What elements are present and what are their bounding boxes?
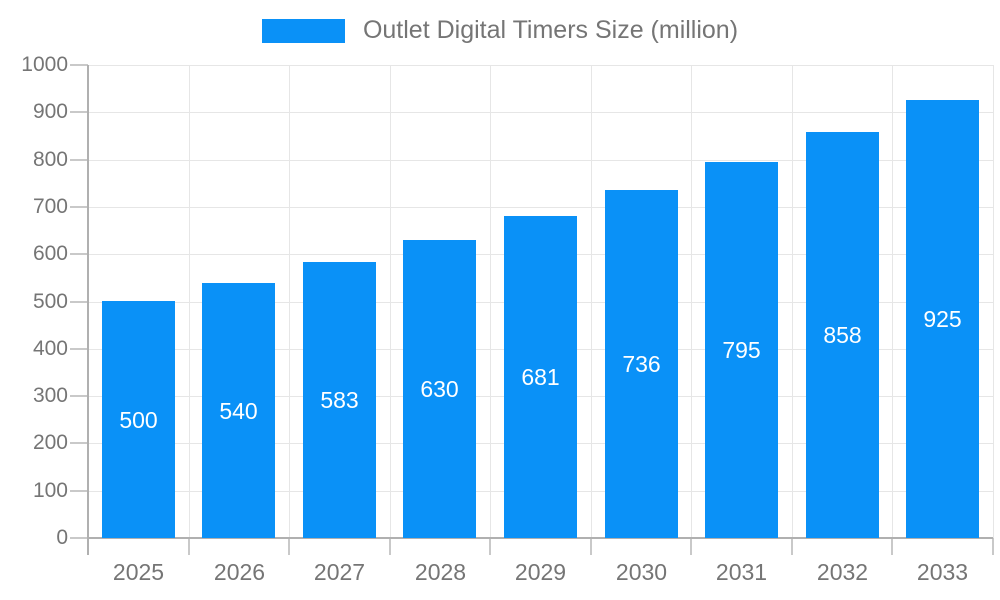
x-gridline [490,65,491,538]
x-axis-tick [188,538,190,555]
bar-value-label: 736 [622,351,661,377]
y-axis-tick-label: 800 [32,148,68,171]
chart-legend[interactable]: Outlet Digital Timers Size (million) [0,16,1000,45]
y-axis-tick-label: 700 [32,195,68,218]
x-axis-tick-label: 2028 [414,559,467,585]
y-axis-tick [70,111,88,113]
bar-2028[interactable] [403,240,476,538]
x-gridline [189,65,190,538]
x-axis-tick-label: 2032 [816,559,869,585]
y-axis-tick [70,206,88,208]
y-axis-line [87,65,89,555]
x-axis-tick [791,538,793,555]
y-gridline [88,207,993,208]
y-axis-tick-label: 1000 [21,53,68,76]
legend-label: Outlet Digital Timers Size (million) [362,16,739,44]
bar-value-label: 925 [923,306,962,332]
x-gridline [993,65,994,538]
x-axis-tick-label: 2026 [213,559,266,585]
bar-2033[interactable] [906,100,979,538]
y-axis-tick-label: 300 [32,384,68,407]
bar-2032[interactable] [806,132,879,538]
x-axis-tick [288,538,290,555]
y-axis-tick [70,537,88,539]
y-gridline [88,160,993,161]
bar-value-label: 630 [420,376,459,402]
y-axis-tick [70,395,88,397]
bar-2029[interactable] [504,216,577,538]
x-gridline [892,65,893,538]
bar-value-label: 858 [823,322,862,348]
bar-2027[interactable] [303,262,376,538]
y-gridline [88,65,993,66]
x-axis-tick [891,538,893,555]
y-axis-tick-label: 0 [56,526,68,549]
bar-2025[interactable] [102,301,175,538]
y-axis-tick-label: 900 [32,100,68,123]
x-axis-tick-label: 2030 [615,559,668,585]
y-axis-tick-label: 400 [32,337,68,360]
y-axis-tick [70,348,88,350]
y-axis-tick-label: 100 [32,479,68,502]
x-axis-line [88,537,993,539]
y-axis-tick [70,253,88,255]
x-axis-tick-label: 2031 [715,559,768,585]
x-axis-tick [590,538,592,555]
x-axis-tick [992,538,994,555]
x-gridline [591,65,592,538]
x-gridline [289,65,290,538]
x-axis-tick [489,538,491,555]
y-axis-tick [70,159,88,161]
legend-swatch-icon [261,18,345,43]
y-axis-tick [70,442,88,444]
x-gridline [390,65,391,538]
x-gridline [792,65,793,538]
x-axis-tick-label: 2027 [313,559,366,585]
bar-2026[interactable] [202,283,275,538]
y-axis-tick-label: 500 [32,290,68,313]
bar-value-label: 681 [521,364,560,390]
bar-value-label: 795 [722,337,761,363]
bar-value-label: 540 [219,398,258,424]
bar-2030[interactable] [605,190,678,538]
x-axis-tick-label: 2029 [514,559,567,585]
y-axis-tick-label: 600 [32,242,68,265]
bar-value-label: 500 [119,407,158,433]
y-axis-tick [70,490,88,492]
x-axis-tick [690,538,692,555]
bar-value-label: 583 [320,387,359,413]
x-axis-tick [389,538,391,555]
y-axis-tick-label: 200 [32,431,68,454]
y-gridline [88,112,993,113]
x-axis-tick-label: 2033 [916,559,969,585]
y-axis-tick [70,301,88,303]
y-axis-tick [70,64,88,66]
x-gridline [691,65,692,538]
bar-2031[interactable] [705,162,778,538]
x-axis-tick-label: 2025 [112,559,165,585]
